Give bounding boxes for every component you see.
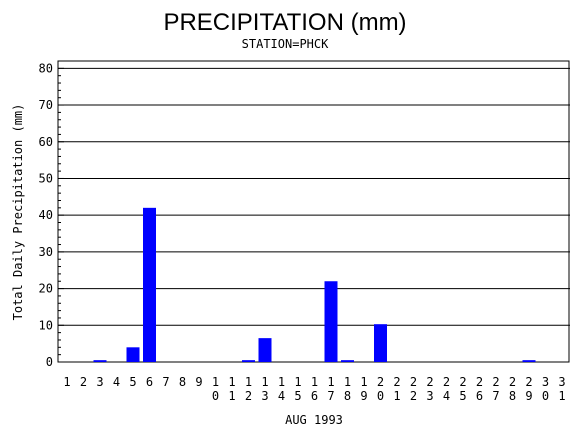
y-tick-label-80: 80 [39,61,53,75]
bar-day-12 [242,360,255,362]
y-tick-label-0: 0 [46,355,53,369]
bar-day-6 [143,207,156,362]
bar-day-13 [258,338,272,362]
x-tick-label-9: 9 [195,375,202,389]
y-tick-label-20: 20 [39,282,53,296]
x-tick-label-5: 5 [129,375,136,389]
x-tick-label-4: 4 [113,375,120,389]
x-axis-label: AUG 1993 [285,413,343,427]
bar-day-20 [374,324,387,362]
bar-day-17 [324,281,338,362]
plot-frame [57,60,570,363]
x-tick-label-3: 3 [96,375,103,389]
bar-day-5 [126,347,140,362]
y-tick-label-60: 60 [39,135,53,149]
y-tick-label-40: 40 [39,208,53,222]
y-tick-label-50: 50 [39,171,53,185]
y-tick-label-70: 70 [39,98,53,112]
bar-day-18 [341,360,354,362]
chart-title: PRECIPITATION (mm) [163,9,406,36]
x-tick-label-8: 8 [179,375,186,389]
x-tick-label-2: 2 [80,375,87,389]
y-axis-label: Total Daily Precipitation (mm) [11,104,25,321]
x-tick-label-1: 1 [63,375,70,389]
bar-day-3 [93,360,107,362]
chart-subtitle: STATION=PHCK [242,37,329,51]
y-tick-label-30: 30 [39,245,53,259]
x-tick-label-7: 7 [162,375,169,389]
bar-day-29 [522,360,536,362]
y-tick-label-10: 10 [39,318,53,332]
x-tick-label-6: 6 [146,375,153,389]
